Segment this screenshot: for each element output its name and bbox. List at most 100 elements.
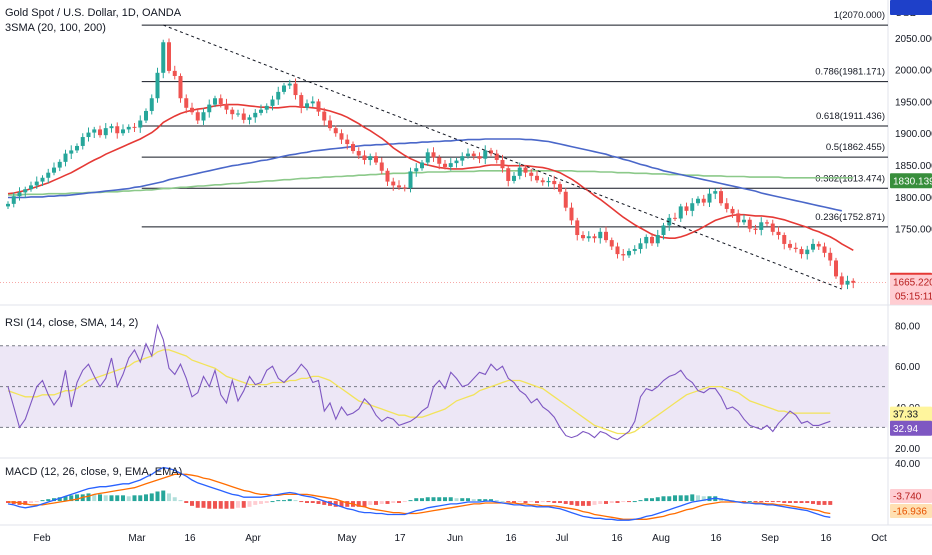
macd-hist-bar bbox=[443, 497, 447, 502]
rsi-tick-3: 20.00 bbox=[895, 444, 920, 455]
sma100-value-label-bg bbox=[890, 0, 932, 15]
candle-body bbox=[402, 187, 407, 189]
time-tick-6: Jun bbox=[447, 533, 463, 544]
candle-body bbox=[811, 243, 815, 250]
macd-hist-bar bbox=[230, 501, 235, 509]
candle-body bbox=[586, 236, 591, 239]
macd-hist-bar bbox=[425, 497, 430, 502]
candle-body bbox=[448, 163, 453, 167]
candle-body bbox=[546, 180, 551, 183]
candle-body bbox=[535, 175, 539, 181]
macd-hist-bar bbox=[696, 495, 700, 502]
candle-body bbox=[264, 105, 269, 110]
candle-body bbox=[201, 112, 206, 121]
macd-hist-bar bbox=[34, 501, 39, 503]
candle-body bbox=[391, 181, 396, 186]
candle-body bbox=[23, 189, 28, 193]
macd-hist-bar bbox=[540, 501, 545, 503]
sma20-line bbox=[7, 103, 854, 252]
candle-body bbox=[425, 152, 430, 163]
candle-body bbox=[454, 160, 459, 164]
macd-hist-bar bbox=[627, 501, 631, 503]
macd-hist-bar bbox=[368, 501, 373, 505]
candle-body bbox=[86, 132, 91, 138]
macd-hist-bar bbox=[310, 501, 315, 503]
candle-body bbox=[316, 101, 321, 112]
macd-hist-bar bbox=[86, 493, 91, 502]
candle-body bbox=[247, 117, 252, 120]
macd-hist-bar bbox=[788, 501, 792, 503]
rsi-ma-value-label-bg bbox=[890, 406, 932, 422]
macd-hist-bar bbox=[569, 501, 574, 505]
candle-body bbox=[483, 150, 488, 159]
time-tick-1: Mar bbox=[128, 533, 146, 544]
candle-body bbox=[742, 219, 746, 223]
macd-hist-bar bbox=[184, 501, 189, 503]
macd-hist-bar bbox=[747, 501, 752, 503]
macd-hist-bar bbox=[437, 497, 442, 502]
macd-hist-bar bbox=[241, 501, 246, 508]
candle-body bbox=[351, 144, 355, 152]
candle-body bbox=[184, 98, 189, 108]
macd-hist-bar bbox=[46, 499, 51, 502]
candle-body bbox=[259, 109, 263, 113]
candle-body bbox=[241, 113, 246, 120]
gridlines bbox=[0, 0, 932, 526]
candle-body bbox=[793, 247, 798, 250]
macd-hist-bar bbox=[644, 498, 649, 502]
macd-hist-bar bbox=[92, 494, 97, 502]
macd-hist-bar bbox=[29, 501, 33, 503]
candle-body bbox=[167, 42, 171, 71]
macd-hist-bar bbox=[586, 501, 591, 506]
macd-hist-bar bbox=[650, 498, 654, 502]
macd-hist-bar bbox=[609, 501, 614, 503]
macd-hist-bar bbox=[178, 500, 183, 502]
macd-hist-bar bbox=[615, 501, 620, 503]
macd-hist-bar bbox=[529, 501, 534, 503]
macd-hist-bar bbox=[305, 501, 309, 503]
macd-hist-bar bbox=[63, 496, 68, 502]
fib-label-4: 0.382(1813.474) bbox=[815, 173, 885, 184]
macd-hist-bar bbox=[333, 501, 338, 507]
signal-line bbox=[8, 473, 831, 520]
macd-hist-bar bbox=[322, 501, 327, 505]
macd-hist-bar bbox=[397, 501, 401, 503]
time-tick-0: Feb bbox=[33, 533, 51, 544]
macd-hist-bar bbox=[115, 495, 120, 502]
candle-body bbox=[552, 180, 557, 185]
candle-body bbox=[339, 133, 344, 140]
price-legend: Gold Spot / U.S. Dollar, 1D, OANDA 3SMA … bbox=[5, 6, 181, 36]
price-tick-4: 1850.000 bbox=[895, 161, 932, 172]
candle-body bbox=[523, 167, 528, 173]
candle-body bbox=[828, 252, 833, 261]
candle-body bbox=[362, 155, 367, 160]
sma100-line bbox=[8, 138, 842, 212]
candle-body bbox=[155, 72, 160, 99]
candle-body bbox=[414, 168, 419, 172]
price-tick-3: 1900.000 bbox=[895, 129, 932, 140]
candle-body bbox=[224, 103, 229, 110]
candle-body bbox=[103, 128, 108, 136]
candle-body bbox=[678, 206, 683, 219]
macd-hist-bar bbox=[253, 501, 258, 505]
macd-line bbox=[7, 466, 831, 521]
candle-body bbox=[207, 104, 212, 113]
macd-hist-bar bbox=[816, 501, 821, 505]
macd-hist-bar bbox=[690, 494, 695, 502]
candle-body bbox=[609, 240, 614, 247]
candle-body bbox=[385, 170, 390, 182]
macd-hist-bar bbox=[374, 501, 378, 505]
candle-body bbox=[805, 249, 810, 255]
candle-body bbox=[236, 113, 240, 115]
fibonacci-levels: 1(2070.000) 0.786(1981.171) 0.618(1911.436… bbox=[0, 10, 888, 284]
macd-hist-bar bbox=[287, 499, 292, 502]
candle-body bbox=[305, 103, 309, 108]
candle-body bbox=[121, 129, 125, 134]
candle-body bbox=[213, 98, 217, 105]
last-price-label: 1665.220 bbox=[893, 278, 932, 289]
candle-body bbox=[604, 231, 608, 241]
candle-body bbox=[747, 219, 752, 229]
candle-body bbox=[34, 181, 39, 186]
candle-body bbox=[57, 161, 62, 168]
candle-body bbox=[834, 260, 838, 277]
